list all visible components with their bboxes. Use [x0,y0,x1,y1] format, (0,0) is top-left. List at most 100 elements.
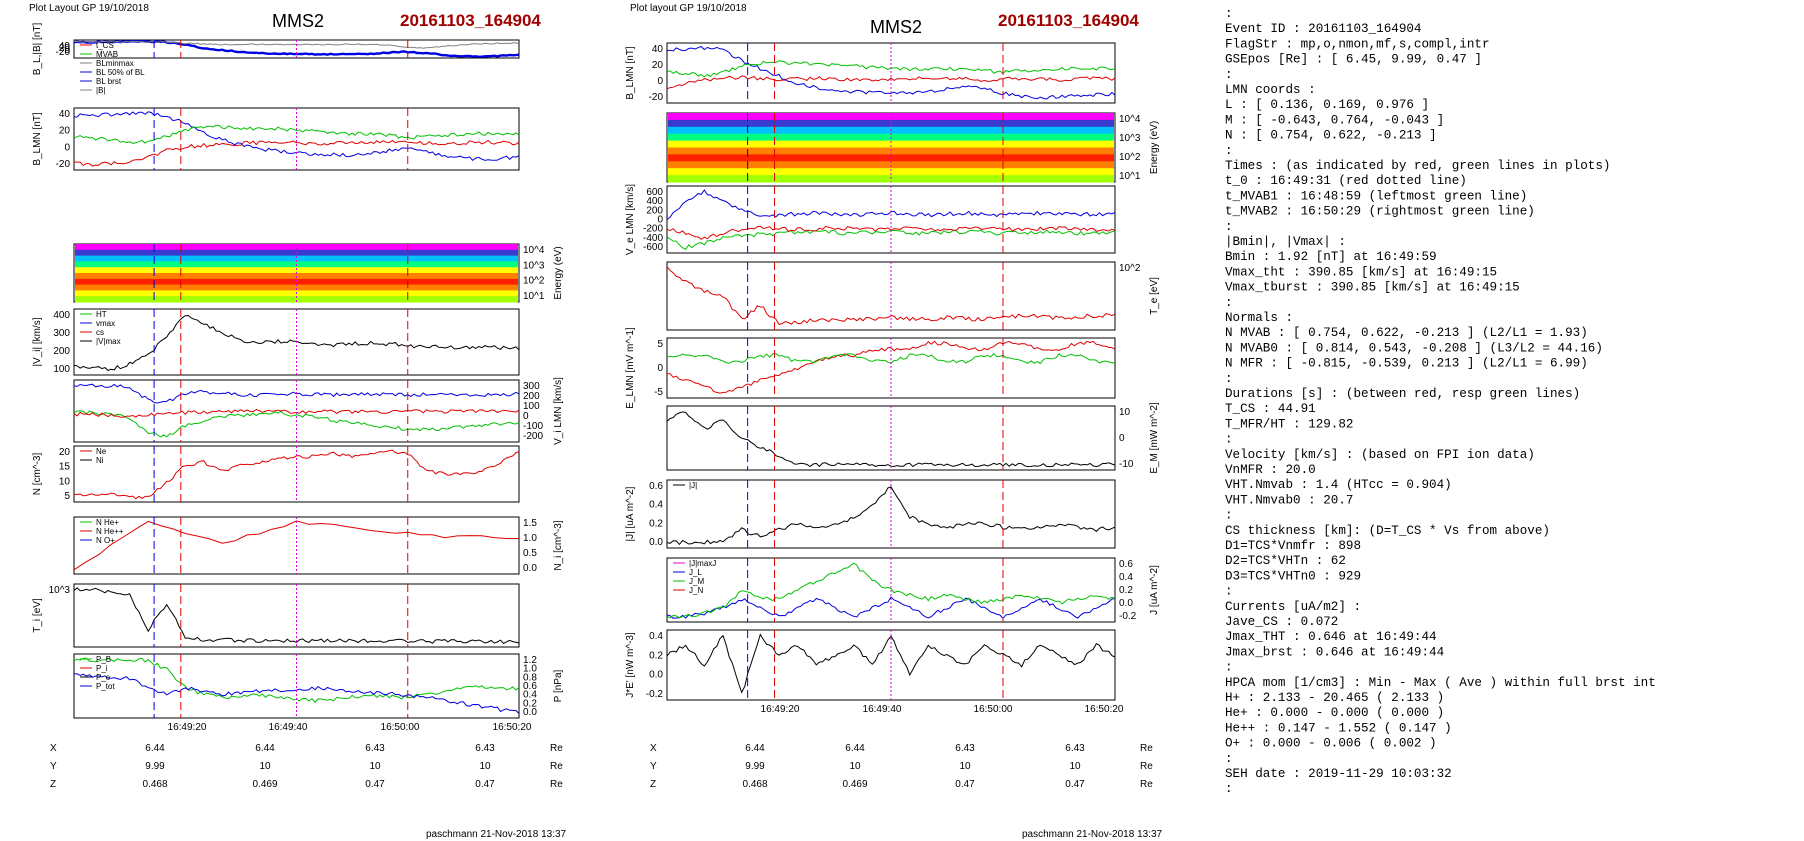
ytick-label: 200 [523,391,540,402]
time-tick-label: 16:50:00 [381,722,420,733]
position-unit: Re [1140,761,1153,772]
legend-label: |B| [96,86,106,95]
series-N He++ [73,520,519,571]
time-tick-label: 16:50:20 [1085,704,1124,715]
panel-mid-9: 0.4 0.2 0.0 -0.2 J*E' [nW m^-3] [625,629,1116,701]
info-line: N : [ 0.754, 0.622, -0.213 ] [1225,129,1437,143]
ytick-label: 300 [53,328,70,339]
position-value: 10 [259,761,271,772]
ytick-label: -600 [643,242,663,253]
footer-left: paschmann 21-Nov-2018 13:37 [426,829,567,840]
legend-label: J_M [689,577,704,586]
ytick-label: 0.2 [649,650,663,661]
y-axis-label: E_M [mW m^-2] [1149,402,1160,474]
ytick-label: 0.4 [649,631,663,642]
plot-layout-label-mid: Plot layout GP 19/10/2018 [630,3,747,14]
ytick-label: 10^4 [1119,114,1141,125]
ytick-label: 0.0 [523,707,537,718]
ytick-label: 10^3 [1119,133,1141,144]
ytick-label: 1.0 [523,533,537,544]
legend-label: J_N [689,586,703,595]
ytick-label: 10^1 [523,291,545,302]
ytick-label: 0.8 [523,672,537,683]
info-line: VnMFR : 20.0 [1225,463,1316,477]
ytick-label: 5 [657,339,663,350]
position-value: 6.43 [365,743,385,754]
ytick-label: 0.4 [649,500,663,511]
ytick-label: 0 [1119,433,1125,444]
panel-mid-4: 10^2 T_e [eV] [666,261,1160,331]
info-line: : [1225,585,1233,599]
info-line: t_MVAB1 : 16:48:59 (leftmost green line) [1225,189,1527,203]
ytick-label: 0.6 [649,481,663,492]
ytick-label: 0.2 [523,698,537,709]
panel-left-3: 10^4 10^3 10^2 10^1 Energy (eV) [73,243,564,303]
ytick-label: 0.0 [1119,598,1133,609]
position-value: 10 [849,761,861,772]
ytick-label: -0.2 [1119,611,1137,622]
ytick-label: 200 [646,205,663,216]
ytick-label: 1.5 [523,518,537,529]
position-value: 0.47 [955,779,975,790]
panel-left-9: 1.21.00.80.60.40.20.0 P [nPa] P_BP_iP_eP_t… [73,653,564,719]
legend-label: Ni [96,456,104,465]
info-line: : [1225,782,1233,796]
ytick-label: 20 [59,43,71,54]
ytick-label: 10^2 [1119,263,1141,274]
legend-label: MVAB [96,50,118,59]
info-line: : [1225,68,1233,82]
ytick-label: 0.0 [649,670,663,681]
ytick-label: -20 [56,47,71,58]
ytick-label: 0 [523,411,529,422]
ytick-label: 0 [64,45,70,56]
info-line: CS thickness [km]: (D=T_CS * Vs from abo… [1225,524,1550,538]
ytick-label: 0.5 [523,548,537,559]
info-line: T_MFR/HT : 129.82 [1225,417,1353,431]
ytick-label: 200 [53,346,70,357]
ytick-label: 40 [59,41,71,52]
ytick-label: -20 [649,92,664,103]
y-axis-label: T_i [eV] [32,598,43,633]
series-T_perp [73,587,520,645]
ytick-label: 10 [59,476,71,487]
position-value: 0.47 [1065,779,1085,790]
series-B_L [666,45,1116,100]
position-row-label: Y [650,761,657,772]
info-line: O+ : 0.000 - 0.006 ( 0.002 ) [1225,737,1437,751]
series-J_M [666,562,1116,619]
panel-mid-5: 5 0 -5 E_LMN [mV m^-1] [625,327,1116,409]
event-id-left: 20161103_164904 [400,11,541,30]
position-value: 6.44 [845,743,865,754]
position-value: 9.99 [145,761,165,772]
ytick-label: -10 [1119,459,1134,470]
position-unit: Re [550,761,563,772]
ytick-label: 100 [53,364,70,375]
y-axis-label: B_L,|B| [nT] [32,23,43,76]
spectrogram-band [75,296,518,303]
ytick-label: -0.2 [646,689,664,700]
info-line: D2=TCS*VHTn : 62 [1225,554,1346,568]
info-line: GSEpos [Re] : [ 6.45, 9.99, 0.47 ] [1225,53,1482,67]
position-value: 6.44 [745,743,765,754]
spectrogram-band [75,244,518,251]
info-line: N MFR : [ -0.815, -0.539, 0.213 ] (L2/L1… [1225,357,1588,371]
position-value: 0.468 [142,779,167,790]
ytick-label: -20 [56,159,71,170]
legend-label: P_e [96,673,111,682]
ytick-label: 10 [1119,407,1131,418]
y-axis-label: B_LMN [nT] [625,46,636,100]
y-axis-label: |J| [uA m^-2] [625,486,636,541]
position-unit: Re [550,779,563,790]
ytick-label: 10^3 [49,585,71,596]
info-line: Jmax_THT : 0.646 at 16:49:44 [1225,630,1437,644]
info-line: : [1225,7,1233,21]
legend-label: Ne [96,447,107,456]
position-value: 6.43 [1065,743,1085,754]
info-line: SEH date : 2019-11-29 10:03:32 [1225,767,1452,781]
ytick-label: 0 [657,215,663,226]
y-axis-label: J*E' [nW m^-3] [625,632,636,698]
time-tick-label: 16:49:20 [168,722,207,733]
position-value: 0.47 [365,779,385,790]
position-value: 9.99 [745,761,765,772]
